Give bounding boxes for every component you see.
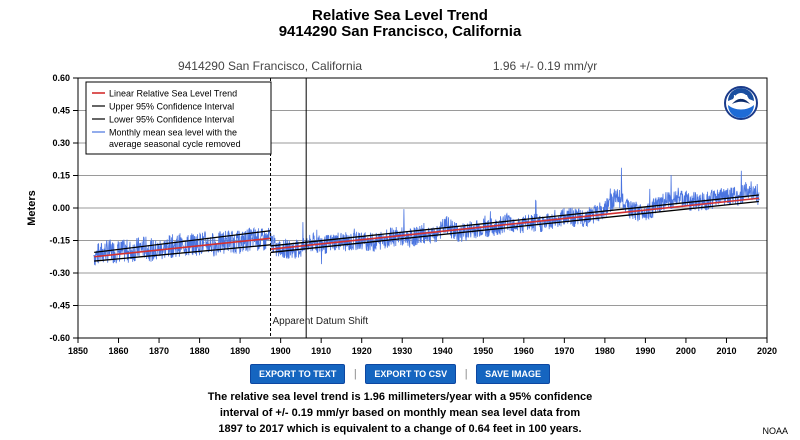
upper-confidence-line [270, 194, 759, 247]
x-tick-label: 1890 [230, 346, 250, 356]
x-tick-label: 1850 [68, 346, 88, 356]
legend-box [85, 81, 272, 155]
monthly-mean-point [263, 239, 266, 242]
monthly-mean-point [190, 244, 193, 246]
datum-shift-label: Apparent Datum Shift [273, 316, 369, 327]
monthly-mean-point [518, 224, 521, 227]
caption-line-2: interval of +/- 0.19 mm/yr based on mont… [219, 407, 581, 419]
monthly-mean-point [531, 222, 533, 224]
monthly-mean-point [616, 194, 618, 196]
x-tick-label: 1970 [554, 346, 574, 356]
legend: Linear Relative Sea Level Trend Upper 95%… [85, 81, 272, 155]
monthly-mean-point [579, 218, 582, 220]
caption-line-3: 1897 to 2017 which is equivalent to a ch… [218, 423, 582, 435]
x-tick-label: 1940 [433, 346, 453, 356]
monthly-mean-point [628, 209, 630, 211]
noaa-logo-sea [728, 105, 754, 118]
export-button-row: EXPORT TO TEXT | EXPORT TO CSV | SAVE IM… [0, 364, 800, 384]
x-tick-label: 1870 [149, 346, 169, 356]
x-tick-label: 1900 [271, 346, 291, 356]
y-tick-label: 0.45 [52, 106, 70, 116]
monthly-mean-point [336, 239, 339, 242]
x-tick-label: 1950 [473, 346, 493, 356]
legend-label: Upper 95% Confidence Interval [109, 102, 234, 112]
y-tick-label: -0.60 [49, 333, 70, 343]
x-tick-label: 1860 [109, 346, 129, 356]
sea-level-chart: 9414290 San Francisco, California 1.96 +… [26, 59, 777, 356]
monthly-mean-point [677, 196, 679, 198]
y-tick-label: 0.15 [52, 171, 70, 181]
trend-caption: The relative sea level trend is 1.96 mil… [0, 389, 800, 437]
plot-frame [77, 77, 768, 339]
monthly-mean-point [166, 246, 168, 248]
monthly-mean-point [446, 224, 448, 227]
monthly-mean-point [494, 226, 497, 229]
monthly-mean-point [433, 233, 436, 235]
monthly-mean-point [470, 228, 472, 231]
monthly-mean-point [287, 248, 290, 250]
x-tick-label: 1980 [595, 346, 615, 356]
legend-label: Linear Relative Sea Level Trend [109, 89, 237, 99]
monthly-mean-point [324, 244, 327, 246]
save-image-button[interactable]: SAVE IMAGE [476, 364, 551, 384]
export-text-button[interactable]: EXPORT TO TEXT [249, 364, 346, 384]
monthly-mean-point [117, 250, 120, 253]
monthly-mean-point [664, 200, 667, 203]
upper-confidence-line [94, 230, 271, 254]
legend-label: Monthly mean sea level with the [109, 128, 237, 138]
y-tick-label: -0.30 [49, 268, 70, 278]
linear-trend-line [270, 197, 759, 250]
caption-line-1: The relative sea level trend is 1.96 mil… [207, 391, 593, 403]
noaa-logo-sky [728, 88, 754, 101]
monthly-mean-point [348, 241, 351, 244]
noaa-logo-text: NOAA [734, 95, 749, 101]
noaa-credit: NOAA [762, 426, 788, 436]
y-tick-label: 0.60 [52, 73, 70, 83]
x-tick-label: 1930 [392, 346, 412, 356]
button-separator: | [464, 368, 468, 380]
x-tick-label: 1920 [352, 346, 372, 356]
lower-confidence-line [270, 200, 759, 254]
x-tick-label: 1880 [190, 346, 210, 356]
export-csv-button[interactable]: EXPORT TO CSV [365, 364, 457, 384]
x-tick-label: 2020 [757, 346, 777, 356]
linear-trend-line [94, 237, 271, 258]
y-tick-label: 0.30 [52, 138, 70, 148]
station-label: 9414290 San Francisco, California [178, 59, 362, 73]
axis-layer: -0.60 -0.45 -0.30 -0.15 0.00 0.15 0.30 0.45 0.60… [49, 73, 777, 356]
y-tick-label: 0.00 [52, 203, 70, 213]
monthly-mean-point [458, 233, 460, 235]
y-axis-label: Meters [26, 190, 38, 225]
monthly-mean-point [312, 241, 314, 244]
x-tick-label: 2000 [676, 346, 696, 356]
legend-label: Lower 95% Confidence Interval [109, 115, 234, 125]
series-layer [93, 167, 760, 266]
x-tick-label: 1910 [311, 346, 331, 356]
lower-confidence-line [94, 244, 271, 262]
monthly-mean-point [129, 250, 132, 253]
noaa-logo: NOAA [724, 86, 758, 120]
y-tick-label: -0.45 [49, 301, 70, 311]
trend-label: 1.96 +/- 0.19 mm/yr [493, 59, 597, 73]
button-separator: | [353, 368, 357, 380]
legend-label-continued: average seasonal cycle removed [109, 139, 241, 149]
monthly-mean-point [227, 239, 229, 242]
y-tick-label: -0.15 [49, 236, 70, 246]
x-tick-label: 2010 [716, 346, 736, 356]
monthly-mean-point [202, 241, 205, 244]
page-title: Relative Sea Level Trend [312, 7, 488, 24]
monthly-mean-point [251, 237, 254, 240]
monthly-mean-point [640, 211, 643, 214]
monthly-mean-point [567, 215, 570, 218]
trend-layer [94, 194, 759, 262]
x-tick-label: 1990 [635, 346, 655, 356]
monthly-mean-point [725, 194, 728, 196]
monthly-mean-point [178, 244, 181, 246]
x-tick-label: 1960 [514, 346, 534, 356]
monthly-mean-point [749, 187, 752, 190]
noaa-logo-bird [732, 98, 750, 104]
annotation-layer: Apparent Datum Shift [270, 78, 369, 338]
monthly-mean-series [93, 167, 760, 266]
page-subtitle: 9414290 San Francisco, California [278, 23, 522, 40]
